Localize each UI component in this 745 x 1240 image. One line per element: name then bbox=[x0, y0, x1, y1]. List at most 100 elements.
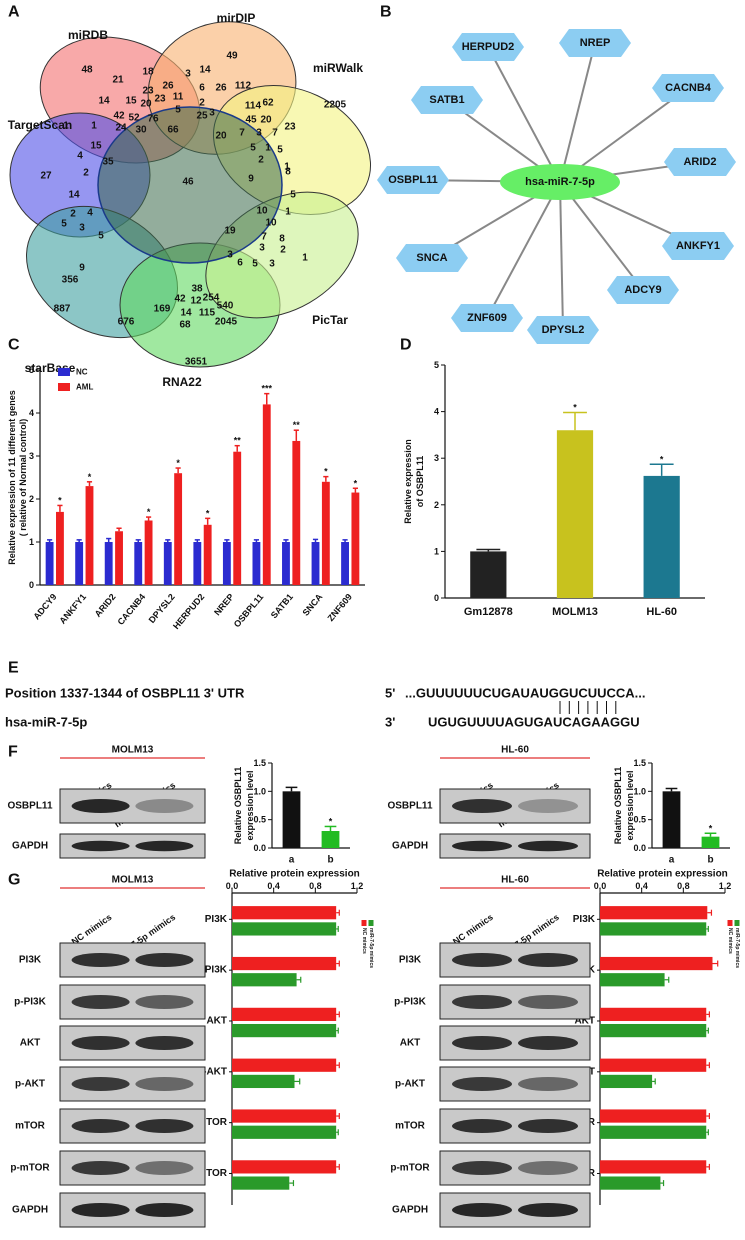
bar bbox=[232, 1176, 290, 1190]
x-tick-label: 0.4 bbox=[635, 881, 648, 891]
blot-band bbox=[71, 1077, 130, 1091]
bar bbox=[232, 1109, 337, 1123]
blot-band bbox=[518, 1077, 578, 1091]
target-node bbox=[411, 86, 483, 114]
blot-band bbox=[71, 1161, 130, 1175]
bar bbox=[262, 404, 271, 585]
venn-count: 15 bbox=[90, 141, 102, 152]
mirna-label: hsa-miR-7-5p bbox=[525, 176, 595, 188]
blot-band bbox=[71, 953, 130, 967]
y-tick-label: PI3K bbox=[205, 914, 228, 925]
x-tick-label: SNCA bbox=[300, 591, 324, 617]
venn-count: 1 bbox=[285, 207, 291, 218]
y-tick-label: 1 bbox=[434, 546, 439, 556]
bar bbox=[232, 1023, 337, 1038]
y-axis-label: Relative OSBPL11 bbox=[613, 767, 623, 845]
venn-count: 7 bbox=[239, 128, 245, 139]
venn-count: 887 bbox=[54, 304, 71, 315]
y-axis-label: ( relative of Normal control) bbox=[18, 419, 28, 537]
panel-label: A bbox=[8, 4, 20, 21]
blot-row-label: PI3K bbox=[399, 955, 422, 966]
x-tick-label: OSBPL11 bbox=[232, 592, 266, 629]
blot-band bbox=[452, 799, 512, 813]
blot-band bbox=[518, 995, 578, 1009]
venn-count: 5 bbox=[277, 145, 283, 156]
bar bbox=[600, 956, 713, 971]
network-edge bbox=[559, 181, 564, 331]
bar bbox=[701, 836, 720, 848]
venn-set-label: mirDIP bbox=[217, 11, 256, 25]
x-tick-label: 0.8 bbox=[309, 881, 322, 891]
venn-count: 38 bbox=[191, 284, 203, 295]
venn-count: 42 bbox=[174, 294, 186, 305]
y-tick-label: 1.5 bbox=[253, 758, 266, 768]
target-node bbox=[559, 29, 631, 57]
cell-line-label: MOLM13 bbox=[112, 745, 154, 756]
blot-row-label: OSBPL11 bbox=[387, 801, 432, 812]
venn-count: 5 bbox=[175, 105, 181, 116]
bar bbox=[203, 524, 212, 585]
venn-count: 4 bbox=[77, 151, 83, 162]
bar bbox=[232, 1074, 295, 1089]
bar bbox=[662, 791, 681, 848]
x-tick-label: b bbox=[327, 855, 333, 866]
legend-swatch bbox=[727, 920, 733, 926]
y-axis-label: Relative OSBPL11 bbox=[233, 767, 243, 845]
legend-swatch bbox=[58, 368, 70, 376]
venn-count: 30 bbox=[135, 125, 147, 136]
target-label: SNCA bbox=[416, 252, 447, 264]
significance: * bbox=[329, 816, 333, 826]
y-tick-label: p-mTOR bbox=[188, 1168, 228, 1179]
blot-band bbox=[518, 1203, 578, 1217]
blot-band bbox=[452, 1203, 512, 1217]
venn-count: 20 bbox=[140, 99, 152, 110]
venn-count: 3 bbox=[269, 259, 275, 270]
target-label: SATB1 bbox=[429, 94, 464, 106]
venn-count: 42 bbox=[113, 111, 125, 122]
bar bbox=[600, 973, 665, 987]
bar bbox=[282, 542, 290, 585]
blot-row-label: GAPDH bbox=[392, 1205, 428, 1216]
target-node bbox=[652, 74, 724, 102]
target-node bbox=[451, 304, 523, 332]
venn-count: 15 bbox=[125, 96, 137, 107]
blot-band bbox=[135, 799, 194, 813]
blot-band bbox=[71, 840, 130, 852]
blot-band bbox=[135, 1161, 194, 1175]
network-edge bbox=[487, 46, 561, 183]
y-tick-label: 1.0 bbox=[253, 786, 266, 796]
venn-count: 10 bbox=[256, 206, 268, 217]
venn-count: 23 bbox=[154, 94, 166, 105]
bar bbox=[600, 1007, 707, 1021]
venn-count: 3 bbox=[209, 108, 215, 119]
significance: * bbox=[206, 508, 210, 518]
venn-count: 14 bbox=[98, 96, 110, 107]
bar bbox=[600, 1074, 653, 1089]
x-tick-label: DPYSL2 bbox=[147, 592, 177, 625]
x-tick-label: ZNF609 bbox=[325, 592, 354, 623]
venn-count: 62 bbox=[262, 98, 274, 109]
blot-band bbox=[71, 799, 130, 813]
x-tick-label: a bbox=[669, 855, 675, 866]
bar bbox=[341, 542, 349, 585]
venn-count: 10 bbox=[265, 218, 277, 229]
legend-swatch bbox=[368, 920, 374, 926]
bar bbox=[232, 1160, 337, 1174]
blot-band bbox=[135, 1203, 194, 1217]
bar bbox=[222, 542, 231, 585]
y-axis-label: Relative expression of 11 different gene… bbox=[7, 390, 17, 565]
significance: * bbox=[660, 454, 664, 464]
venn-count: 20 bbox=[215, 131, 227, 142]
blot-band bbox=[135, 1119, 194, 1133]
venn-count: 5 bbox=[252, 259, 258, 270]
chart-title: Relative protein expression bbox=[597, 869, 728, 880]
x-tick-label: MOLM13 bbox=[552, 606, 598, 618]
target-label: OSBPL11 bbox=[388, 174, 438, 186]
blot-row-label: AKT bbox=[400, 1038, 421, 1049]
venn-count: 5 bbox=[290, 190, 296, 201]
bar bbox=[600, 1058, 707, 1072]
x-tick-label: 1.2 bbox=[719, 881, 732, 891]
significance: * bbox=[354, 478, 358, 488]
significance: *** bbox=[262, 384, 273, 394]
